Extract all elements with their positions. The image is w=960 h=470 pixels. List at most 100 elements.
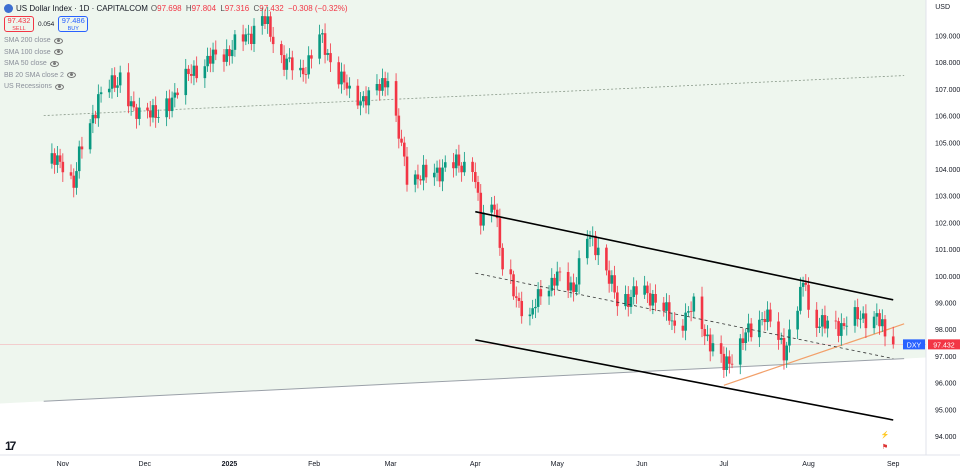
candle-down	[648, 293, 652, 306]
price-tag-bg	[928, 339, 960, 350]
eye-icon[interactable]	[54, 83, 64, 90]
x-tick-label: Feb	[308, 461, 320, 468]
eye-icon[interactable]	[53, 37, 63, 44]
candle-up	[165, 98, 168, 118]
y-tick-label: 100.000	[935, 274, 960, 281]
candle-up	[818, 326, 821, 328]
eye-icon[interactable]	[66, 72, 76, 79]
candle-down	[378, 84, 381, 91]
time-axis	[0, 455, 960, 470]
candle-down	[749, 323, 753, 338]
candle-down	[424, 164, 428, 178]
y-tick-label: 106.000	[935, 114, 960, 121]
candle-down	[397, 115, 401, 139]
candle-down	[476, 182, 480, 193]
candle-up	[413, 174, 417, 185]
long-trendline	[43, 358, 905, 402]
candle-down	[509, 269, 513, 275]
candle-down	[356, 85, 360, 106]
candle-up	[157, 117, 160, 119]
candle-down	[214, 49, 218, 55]
candle-up	[845, 325, 849, 327]
close-value: 97.432	[259, 4, 284, 13]
candle-down	[263, 16, 267, 25]
candle-down	[823, 315, 827, 329]
y-tick-label: 94.000	[935, 434, 957, 441]
channel-upper-line	[475, 210, 894, 301]
y-tick-label: 101.000	[935, 247, 960, 254]
candle-down	[135, 107, 138, 119]
candle-up	[547, 290, 551, 297]
candle-up	[203, 66, 207, 79]
candle-down	[416, 174, 420, 180]
candle-down	[80, 146, 84, 150]
orange-support-line	[723, 323, 905, 386]
eye-icon[interactable]	[53, 49, 63, 56]
candle-down	[473, 172, 477, 183]
candle-up	[307, 55, 310, 75]
candle-up	[687, 311, 690, 313]
buy-label: BUY	[67, 26, 79, 32]
candle-down	[891, 336, 895, 345]
y-tick-label: 108.000	[935, 60, 960, 67]
candle-up	[75, 171, 78, 188]
candle-up	[244, 34, 248, 42]
candle-up	[651, 293, 655, 306]
symbol-title[interactable]: US Dollar Index · 1D · CAPITALCOM	[16, 4, 148, 13]
candle-up	[433, 172, 436, 178]
candle-up	[443, 162, 447, 168]
indicator-recessions[interactable]: US Recessions	[4, 81, 76, 93]
sell-button[interactable]: 97.432 SELL	[4, 16, 34, 32]
candle-down	[708, 334, 712, 352]
candle-down	[517, 297, 521, 301]
candle-up	[252, 25, 256, 44]
indicator-sma100[interactable]: SMA 100 close	[4, 47, 76, 59]
candle-up	[796, 310, 799, 330]
candle-down	[864, 313, 868, 329]
candle-down	[460, 165, 463, 173]
candle-up	[326, 53, 330, 55]
candle-down	[419, 179, 422, 181]
currency-label[interactable]: USD	[935, 4, 950, 11]
candle-up	[629, 296, 633, 307]
candle-down	[495, 209, 499, 219]
candle-down	[681, 325, 685, 331]
us-flag-icon	[4, 4, 13, 13]
indicator-sma50[interactable]: SMA 50 close	[4, 58, 76, 70]
candle-up	[596, 247, 600, 256]
indicator-label: US Recessions	[4, 83, 52, 91]
y-tick-label: 95.000	[935, 407, 957, 414]
indicator-bb[interactable]: BB 20 SMA close 2	[4, 70, 76, 82]
candle-down	[626, 294, 630, 307]
candle-down	[394, 81, 398, 116]
x-tick-label: 2025	[222, 461, 238, 468]
candle-up	[758, 319, 761, 338]
candle-up	[872, 316, 876, 329]
eye-icon[interactable]	[49, 60, 59, 67]
indicator-sma200[interactable]: SMA 200 close	[4, 35, 76, 47]
candle-down	[667, 302, 671, 321]
candle-down	[176, 92, 179, 96]
buy-price: 97.486	[61, 16, 85, 25]
lightning-icon[interactable]: ⚡	[880, 432, 890, 439]
candle-up	[116, 85, 119, 88]
candle-down	[605, 247, 608, 271]
candle-up	[577, 258, 581, 285]
candle-down	[337, 62, 341, 85]
y-tick-label: 104.000	[935, 167, 960, 174]
x-tick-label: Sep	[887, 461, 900, 468]
y-tick-label: 97.000	[935, 354, 957, 361]
buy-button[interactable]: 97.486 BUY	[58, 16, 89, 32]
candle-down	[304, 74, 308, 75]
candle-up	[110, 75, 114, 89]
x-tick-label: Nov	[57, 461, 70, 468]
candle-up	[555, 271, 559, 286]
x-tick-label: Dec	[139, 461, 152, 468]
candle-up	[744, 332, 748, 344]
us-flag-badge-icon[interactable]: ⚑	[881, 444, 889, 451]
candle-down	[479, 192, 483, 226]
candle-up	[711, 343, 715, 352]
candle-up	[151, 105, 155, 118]
candle-down	[168, 98, 171, 112]
